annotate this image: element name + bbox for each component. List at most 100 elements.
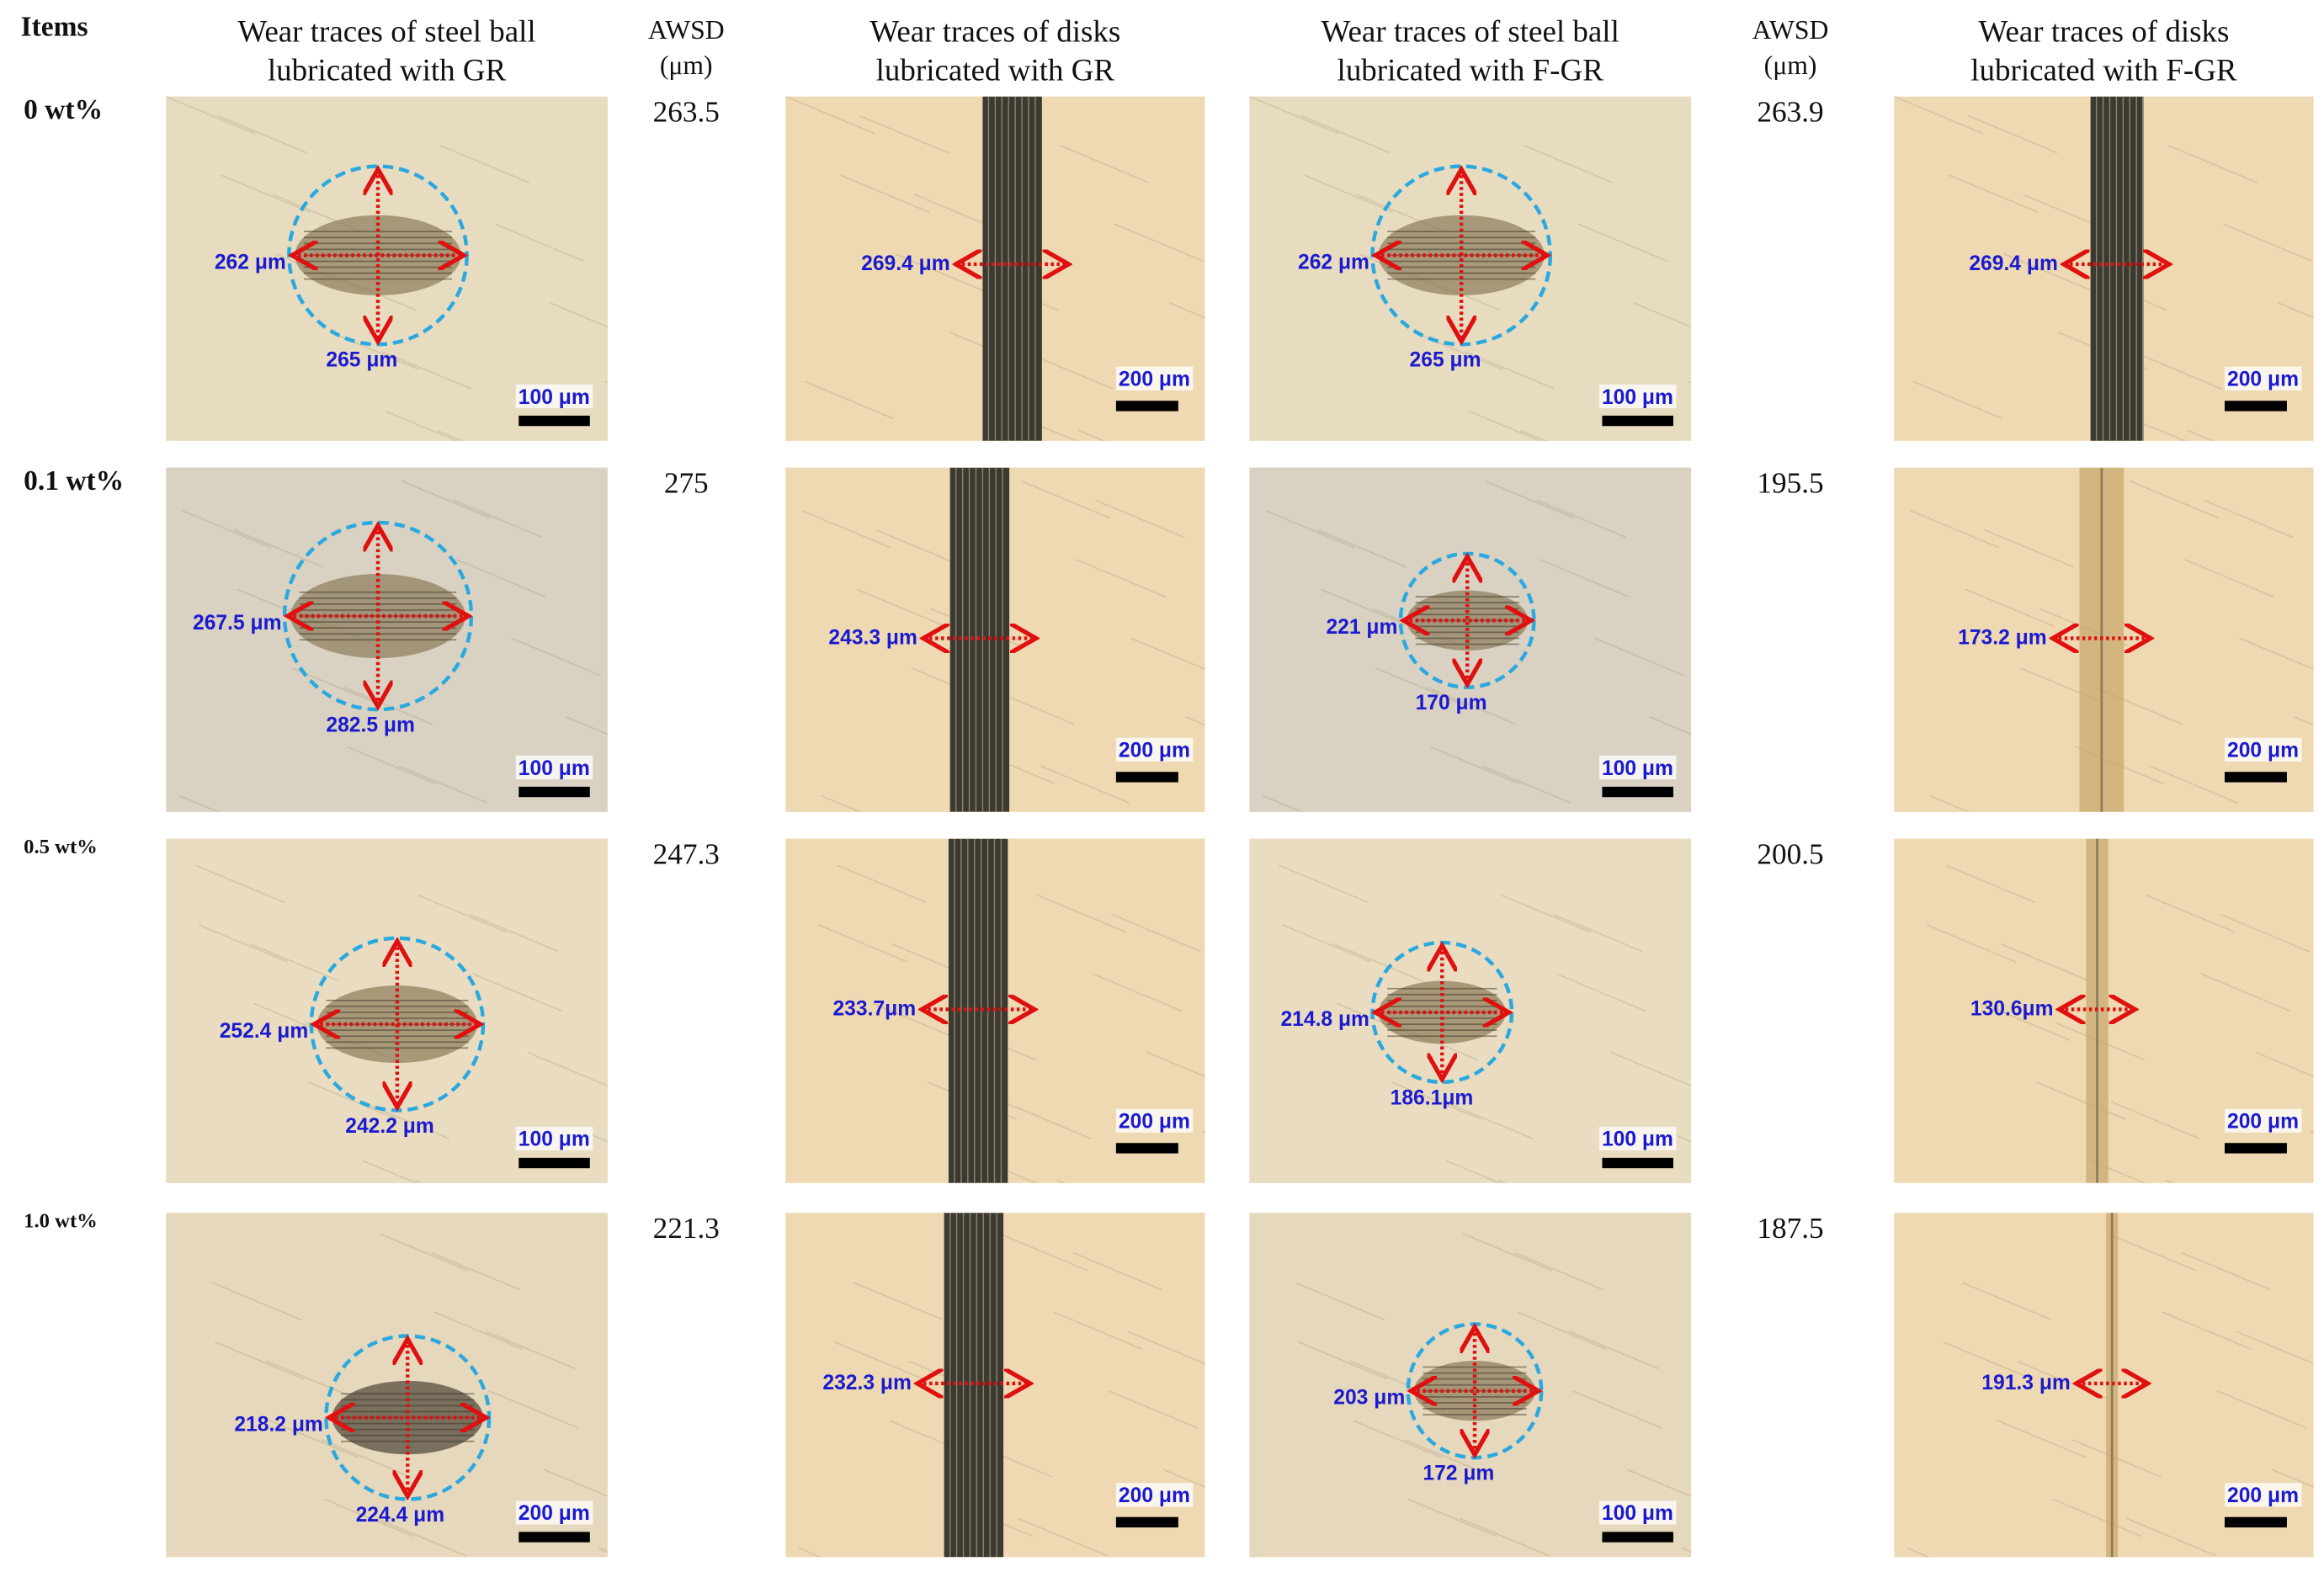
vertical-diameter-label: 265 μm bbox=[326, 347, 398, 371]
scratch bbox=[1929, 794, 1971, 812]
scratch bbox=[1130, 637, 1205, 671]
scratch bbox=[895, 252, 985, 292]
ball-micrograph: 267.5 μm 282.5 μm 100 μm bbox=[166, 467, 608, 812]
scratch bbox=[1114, 223, 1205, 263]
scratch bbox=[182, 509, 272, 549]
scratch bbox=[1540, 559, 1630, 597]
micrograph-drawing bbox=[801, 467, 1205, 812]
scale-bar-label: 100 μm bbox=[515, 1126, 593, 1151]
micrograph-drawing bbox=[166, 96, 608, 441]
scratch bbox=[859, 114, 949, 154]
scratch bbox=[1391, 1081, 1481, 1120]
scratch bbox=[1404, 1439, 1495, 1478]
items-header: Items bbox=[20, 12, 88, 44]
scratch bbox=[1984, 528, 2074, 568]
scale-bar bbox=[2224, 1516, 2287, 1528]
scratch bbox=[1968, 114, 2058, 154]
scratch bbox=[1894, 96, 1984, 135]
awsd-value: 263.9 bbox=[1757, 96, 1824, 130]
item-label: 1.0 wt% bbox=[24, 1211, 98, 1234]
scratch bbox=[2310, 1130, 2314, 1134]
horizontal-diameter-label: 252.4 μm bbox=[219, 1018, 309, 1043]
scratch bbox=[1059, 145, 1149, 183]
scratch bbox=[486, 1330, 576, 1370]
disk-micrograph: 130.6μm 200 μm bbox=[1894, 838, 2314, 1183]
scratch bbox=[2165, 1179, 2175, 1183]
ball-micrograph: 214.8 μm 186.1μm 100 μm bbox=[1249, 838, 1692, 1183]
scratch bbox=[1912, 380, 2003, 420]
ball-micrograph: 252.4 μm 242.2 μm 100 μm bbox=[166, 838, 608, 1183]
scratch bbox=[1053, 1311, 1143, 1351]
scale-bar-label: 100 μm bbox=[1598, 1126, 1677, 1151]
scratch bbox=[1111, 913, 1201, 953]
scale-bar bbox=[1602, 1157, 1673, 1169]
scratch bbox=[872, 1002, 963, 1042]
scratch bbox=[2162, 1311, 2252, 1351]
scratch bbox=[1610, 1051, 1692, 1087]
horizontal-diameter-label: 267.5 μm bbox=[193, 609, 282, 635]
scratch bbox=[2216, 1389, 2307, 1429]
scratch bbox=[1501, 894, 1591, 933]
scratch bbox=[269, 1420, 359, 1458]
scale-bar-label: 200 μm bbox=[1115, 1483, 1194, 1507]
awsd-value: 200.5 bbox=[1757, 838, 1824, 872]
scratch bbox=[2129, 480, 2220, 519]
scratch bbox=[1520, 429, 1548, 441]
scale-bar bbox=[1602, 415, 1673, 427]
micrograph-drawing bbox=[1907, 1213, 2314, 1558]
scale-bar-label: 200 μm bbox=[1115, 366, 1194, 390]
scratch bbox=[166, 96, 256, 135]
scratch bbox=[1633, 302, 1692, 328]
scratch bbox=[1018, 1517, 1108, 1557]
awsd-value: 221.3 bbox=[652, 1213, 720, 1245]
scratch bbox=[453, 499, 543, 539]
scratch bbox=[211, 1282, 301, 1320]
scratch bbox=[398, 765, 488, 805]
track-width-label: 269.4 μm bbox=[861, 251, 950, 275]
micrograph-drawing bbox=[817, 838, 1205, 1183]
scratch bbox=[414, 1179, 424, 1183]
disk-micrograph: 191.3 μm 200 μm bbox=[1894, 1213, 2314, 1558]
micrograph-drawing bbox=[178, 480, 608, 812]
scratch bbox=[1056, 1179, 1066, 1183]
scratch bbox=[1594, 637, 1684, 677]
ball-micrograph: 262 μm 265 μm 100 μm bbox=[166, 96, 608, 441]
scratch bbox=[1001, 1100, 1092, 1139]
scratch bbox=[2222, 223, 2313, 263]
scale-bar-label: 100 μm bbox=[515, 384, 593, 409]
scratch bbox=[1484, 480, 1575, 519]
horizontal-diameter-label: 218.2 μm bbox=[234, 1411, 323, 1436]
scratch bbox=[801, 509, 891, 549]
horizontal-diameter-label: 221 μm bbox=[1326, 614, 1398, 639]
scratch bbox=[1427, 686, 1517, 725]
track-width-label: 191.3 μm bbox=[1981, 1370, 2071, 1394]
column-header: Wear traces of steel ball lubricated wit… bbox=[237, 13, 536, 88]
scratch bbox=[1201, 1130, 1205, 1134]
scratch bbox=[856, 588, 946, 628]
micrograph-drawing bbox=[1279, 864, 1692, 1183]
scratch bbox=[363, 1160, 419, 1183]
scratch bbox=[1076, 559, 1166, 597]
awsd-value: 187.5 bbox=[1757, 1213, 1824, 1245]
scratch bbox=[2203, 499, 2294, 539]
scratch bbox=[1468, 410, 1542, 441]
scratch bbox=[2126, 1517, 2216, 1557]
scratch bbox=[1949, 174, 2039, 214]
micrograph-drawing bbox=[195, 864, 608, 1183]
scratch bbox=[1571, 1389, 1662, 1429]
column-header: Wear traces of disks lubricated with F-G… bbox=[1970, 13, 2237, 88]
scratch bbox=[1462, 1232, 1552, 1272]
scratch bbox=[1665, 1130, 1692, 1143]
scratch bbox=[233, 528, 324, 568]
horizontal-diameter-label: 214.8 μm bbox=[1280, 1006, 1369, 1031]
scratch bbox=[324, 1498, 414, 1537]
scratch bbox=[250, 943, 340, 982]
scratch bbox=[1375, 667, 1465, 706]
scratch bbox=[1465, 351, 1556, 390]
scratch bbox=[2003, 252, 2093, 292]
scratch bbox=[1249, 96, 1339, 135]
scratch bbox=[543, 1468, 608, 1497]
scratch bbox=[582, 1130, 608, 1143]
column-header: Wear traces of steel ball lubricated wit… bbox=[1321, 13, 1619, 88]
scale-bar-label: 100 μm bbox=[1598, 384, 1677, 409]
